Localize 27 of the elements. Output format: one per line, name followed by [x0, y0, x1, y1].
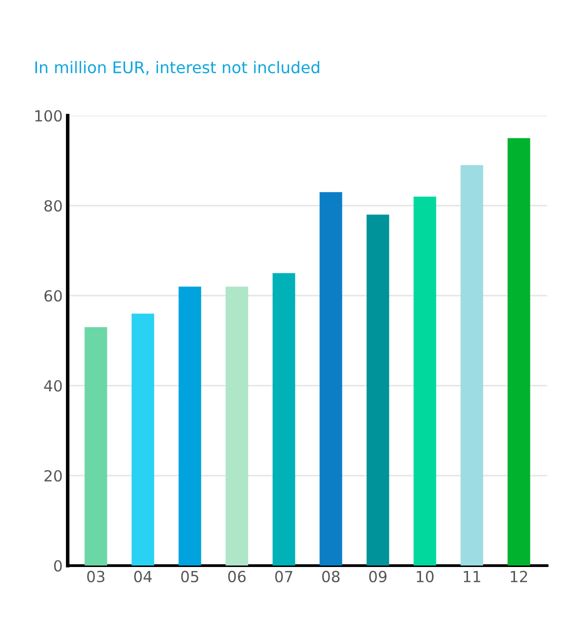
x-tick-label: 03 — [87, 570, 104, 582]
x-tick-label: 05 — [181, 570, 198, 582]
y-tick-label: 100 — [35, 110, 62, 122]
bar — [84, 327, 108, 566]
y-tick-label: 80 — [44, 200, 62, 212]
x-tick-label: 08 — [322, 570, 340, 582]
x-tick-label: 11 — [464, 570, 480, 582]
x-tick-label: 06 — [228, 570, 246, 582]
bar — [460, 165, 484, 566]
x-tick-label: 09 — [369, 570, 387, 582]
bar — [366, 214, 390, 566]
bar — [272, 273, 296, 566]
x-tick-label: 10 — [416, 570, 434, 582]
bar — [178, 286, 202, 566]
bar — [226, 286, 248, 566]
bar — [320, 192, 342, 566]
y-tick-label: 20 — [44, 470, 62, 482]
bar — [508, 138, 530, 566]
y-tick-label: 0 — [54, 560, 62, 572]
y-tick-label: 60 — [44, 290, 62, 302]
x-tick-label: 12 — [510, 570, 528, 582]
y-tick-label: 40 — [44, 380, 62, 392]
chart-subtitle: In million EUR, interest not included — [35, 60, 320, 75]
bar — [132, 314, 154, 566]
x-tick-label: 04 — [134, 570, 152, 582]
x-tick-label: 07 — [275, 570, 292, 582]
bar — [414, 196, 436, 566]
